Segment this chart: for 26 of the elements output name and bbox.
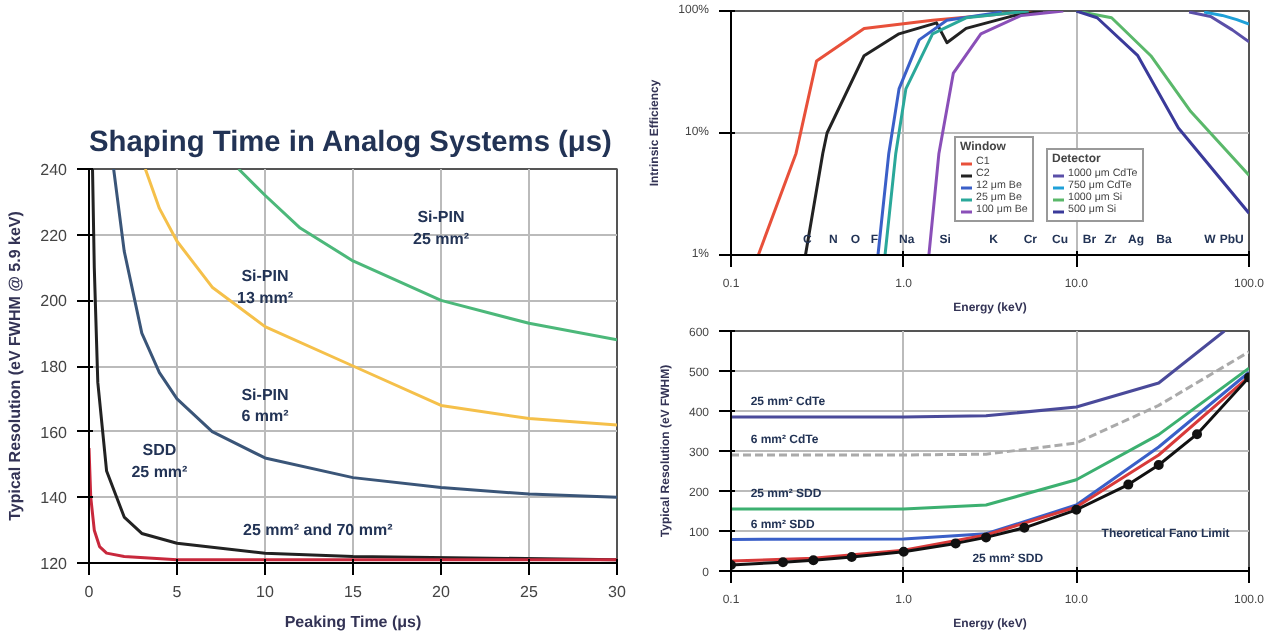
x-axis-title: Peaking Time (μs) <box>284 613 422 631</box>
annotation: Si-PIN 25 mm² <box>412 208 470 248</box>
x-tick-label: 20 <box>432 583 451 601</box>
x-tick-label: 25 <box>520 583 539 601</box>
annotation: Si-PIN 13 mm² <box>236 267 294 307</box>
line-series <box>1202 11 1249 26</box>
y-tick-label: 180 <box>40 358 69 376</box>
y-tick-label: 200 <box>40 292 69 311</box>
y-tick-label: 140 <box>40 489 69 508</box>
annotation: Si-PIN 6 mm² <box>241 385 290 426</box>
annotation: SDD 25 mm² <box>131 441 189 482</box>
x-tick-label: 10 <box>256 583 275 601</box>
x-tick-label: 30 <box>608 583 627 601</box>
x-tick-label: 5 <box>172 583 183 601</box>
line-series <box>112 169 617 499</box>
chart-title: Shaping Time in Analog Systems (μs) <box>89 127 613 159</box>
y-tick-label: 120 <box>40 555 69 573</box>
x-tick-label: 0 <box>84 583 95 601</box>
line-series <box>143 169 617 427</box>
y-axis-title: Typical Resolution (eV FWHM @ 5.9 keV) <box>6 210 25 521</box>
x-tick-label: 15 <box>344 583 363 601</box>
y-tick-label: 240 <box>40 161 69 179</box>
annotation: 25 mm² and 70 mm² <box>243 521 394 540</box>
y-tick-label: 220 <box>40 226 69 245</box>
line-series <box>237 169 617 342</box>
y-tick-label: 160 <box>40 423 69 442</box>
